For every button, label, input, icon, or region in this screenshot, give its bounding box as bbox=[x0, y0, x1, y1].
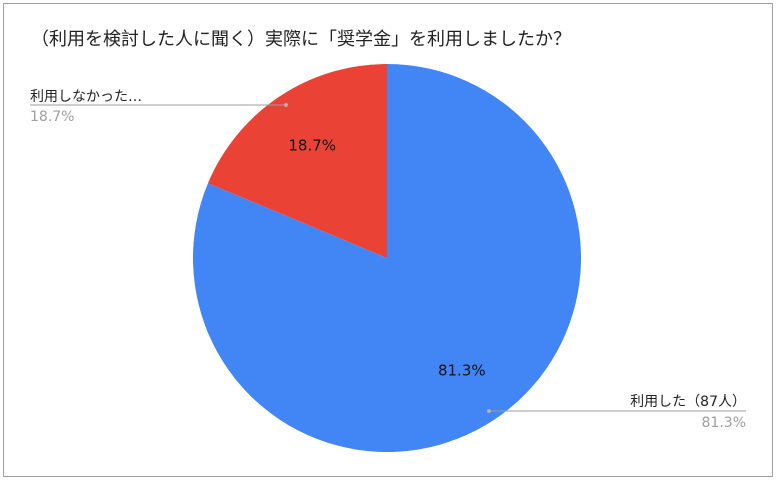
callout-percent-not-used: 18.7% bbox=[30, 109, 74, 125]
callout-dot-used bbox=[487, 409, 491, 413]
callout-percent-used: 81.3% bbox=[702, 415, 746, 431]
callout-label-not-used: 利用しなかった… bbox=[30, 89, 142, 105]
slice-used[interactable] bbox=[192, 64, 581, 452]
slice-value-label-not-used: 18.7% bbox=[288, 137, 336, 155]
callout-label-used: 利用した（87人） bbox=[630, 394, 746, 410]
callout-used: 利用した（87人） 81.3% bbox=[487, 394, 746, 431]
callout-dot-not-used bbox=[284, 103, 288, 107]
pie-slices bbox=[192, 64, 581, 452]
slice-value-labels: 81.3% 18.7% bbox=[288, 137, 485, 380]
callout-not-used: 利用しなかった… 18.7% bbox=[30, 89, 288, 125]
slice-not-used[interactable] bbox=[208, 64, 387, 258]
chart-title: （利用を検討した人に聞く）実際に「奨学金」を利用しましたか？ bbox=[31, 29, 571, 50]
slice-value-label-used: 81.3% bbox=[438, 361, 486, 379]
